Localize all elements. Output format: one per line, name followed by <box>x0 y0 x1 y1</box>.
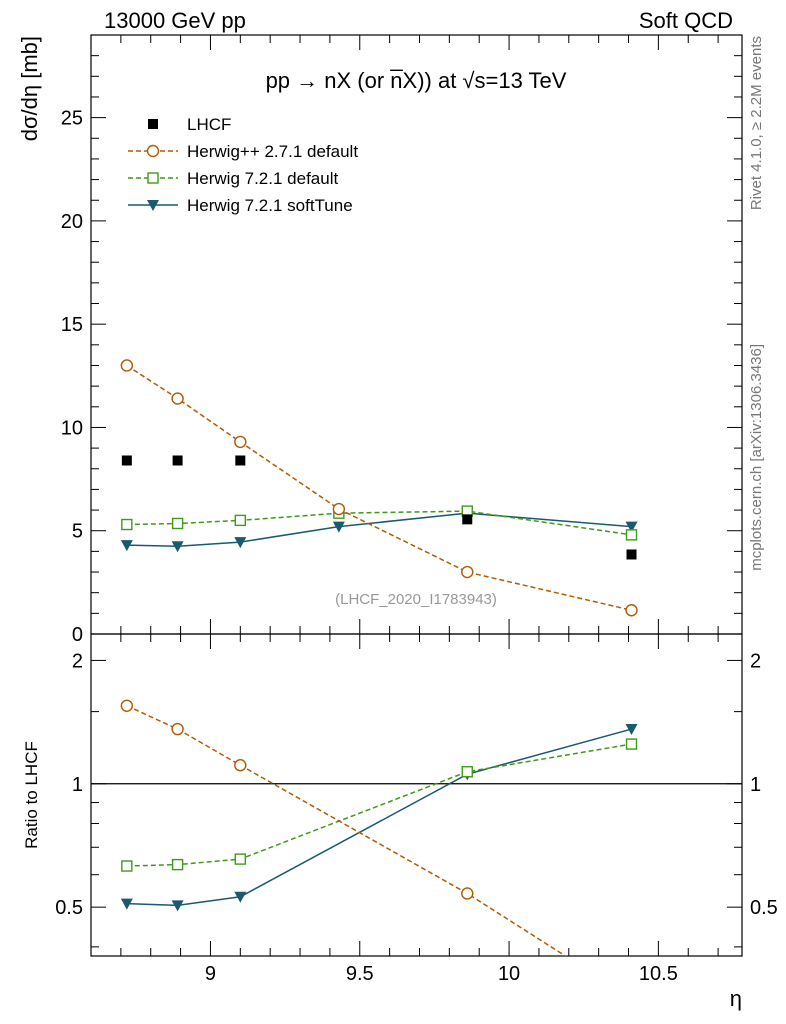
y-tick-label: 5 <box>72 521 83 543</box>
header-left: 13000 GeV pp <box>104 8 246 33</box>
main-line-herwig-7-2-1-default <box>126 510 632 536</box>
x-tick-label: 9.5 <box>346 963 374 985</box>
main-point-herwig-7-2-1-softtune <box>120 540 133 552</box>
main-point-lhcf <box>626 549 637 560</box>
main-axes: 0 5 10 15 20 25 <box>61 35 742 646</box>
ratio-point-herwig-2-7-1-default <box>120 699 134 712</box>
main-point-herwig-2-7-1-default <box>171 392 184 405</box>
main-point-herwig-7-2-1-default <box>171 517 184 530</box>
y-tick-label: 0 <box>72 624 83 646</box>
ratio-point-herwig-2-7-1-default <box>626 993 637 1004</box>
x-tick-label: 10.5 <box>639 963 678 985</box>
main-point-herwig-7-2-1-default <box>121 518 133 531</box>
x-tick-label: 9 <box>205 963 216 985</box>
main-line-herwig-7-2-1-softtune <box>126 512 632 547</box>
ratio-y-tick-label: 2 <box>72 650 83 672</box>
chart-title: pp → nX (or n̅X)) at √s=13 TeV <box>266 68 567 93</box>
legend-entry-label: Herwig 7.2.1 softTune <box>187 196 353 215</box>
mcplots-label: mcplots.cern.ch [arXiv:1306.3436] <box>748 344 765 571</box>
legend-marker <box>147 200 159 211</box>
main-point-herwig-2-7-1-default <box>625 604 638 617</box>
ratio-y-axis-label: Ratio to LHCF <box>22 741 41 849</box>
ratio-point-herwig-2-7-1-default <box>461 887 474 900</box>
ratio-point-herwig-7-2-1-default <box>171 858 184 871</box>
ratio-point-herwig-2-7-1-default <box>234 759 247 772</box>
ratio-point-herwig-7-2-1-softtune <box>171 900 184 912</box>
legend: LHCF Herwig++ 2.7.1 default Herwig 7.2.1 d… <box>128 115 358 215</box>
y-tick-label: 15 <box>61 314 83 336</box>
ratio-point-herwig-7-2-1-softtune <box>120 898 133 910</box>
y-tick-label: 10 <box>61 417 83 439</box>
ratio-y-tick-label-right: 1 <box>750 774 761 796</box>
main-point-lhcf <box>172 455 183 466</box>
main-point-herwig-7-2-1-softtune <box>625 521 638 533</box>
legend-marker <box>148 119 158 129</box>
ratio-y-tick-label-right: 2 <box>750 650 761 672</box>
ratio-plot-frame <box>90 633 743 957</box>
ratio-series <box>120 699 638 1004</box>
rivet-version-label: Rivet 4.1.0, ≥ 2.2M events <box>748 36 765 210</box>
main-point-herwig-7-2-1-default <box>234 514 247 527</box>
legend-entry-label: Herwig 7.2.1 default <box>187 169 338 188</box>
legend-entry-label: LHCF <box>187 115 231 134</box>
y-axis-label: dσ/dη [mb] <box>17 36 42 141</box>
main-point-lhcf <box>121 455 132 466</box>
ratio-point-herwig-7-2-1-softtune <box>625 724 638 736</box>
legend-entry-label: Herwig++ 2.7.1 default <box>187 142 358 161</box>
main-point-herwig-7-2-1-softtune <box>171 541 184 553</box>
main-point-herwig-7-2-1-softtune <box>332 521 345 533</box>
main-point-herwig-2-7-1-default <box>234 435 247 449</box>
main-point-herwig-7-2-1-softtune <box>234 537 247 549</box>
y-tick-label: 20 <box>61 211 83 233</box>
main-point-herwig-7-2-1-default <box>625 529 638 541</box>
ratio-y-tick-label: 0.5 <box>55 897 83 919</box>
main-series <box>120 359 638 617</box>
x-tick-label: 10 <box>498 963 520 985</box>
main-point-lhcf <box>462 514 473 525</box>
main-point-lhcf <box>235 455 246 466</box>
ratio-axes: 0.5 0.5 1 1 2 2 9 9.5 10 10.5 <box>55 634 778 985</box>
main-point-herwig-2-7-1-default <box>461 565 474 579</box>
ratio-point-herwig-7-2-1-default <box>625 738 638 750</box>
x-axis-label: η <box>730 986 742 1011</box>
legend-marker <box>147 172 159 184</box>
main-point-herwig-2-7-1-default <box>332 502 346 516</box>
legend-marker <box>146 144 160 158</box>
ratio-line-herwig-7-2-1-default <box>126 743 632 867</box>
ratio-point-herwig-7-2-1-softtune <box>234 891 247 903</box>
main-line-herwig-2-7-1-default <box>126 364 632 611</box>
ratio-line-herwig-7-2-1-softtune <box>126 728 632 907</box>
y-tick-label: 25 <box>61 108 83 130</box>
main-point-herwig-2-7-1-default <box>120 359 134 372</box>
ratio-point-herwig-7-2-1-default <box>461 766 473 778</box>
ratio-point-herwig-7-2-1-default <box>234 853 247 865</box>
ratio-point-herwig-2-7-1-default <box>171 722 184 736</box>
ratio-y-tick-label-right: 0.5 <box>750 897 778 919</box>
ratio-y-tick-label: 1 <box>72 774 83 796</box>
ratio-point-herwig-7-2-1-default <box>121 860 133 872</box>
analysis-watermark: (LHCF_2020_I1783943) <box>335 591 497 608</box>
header-right: Soft QCD <box>639 8 733 33</box>
